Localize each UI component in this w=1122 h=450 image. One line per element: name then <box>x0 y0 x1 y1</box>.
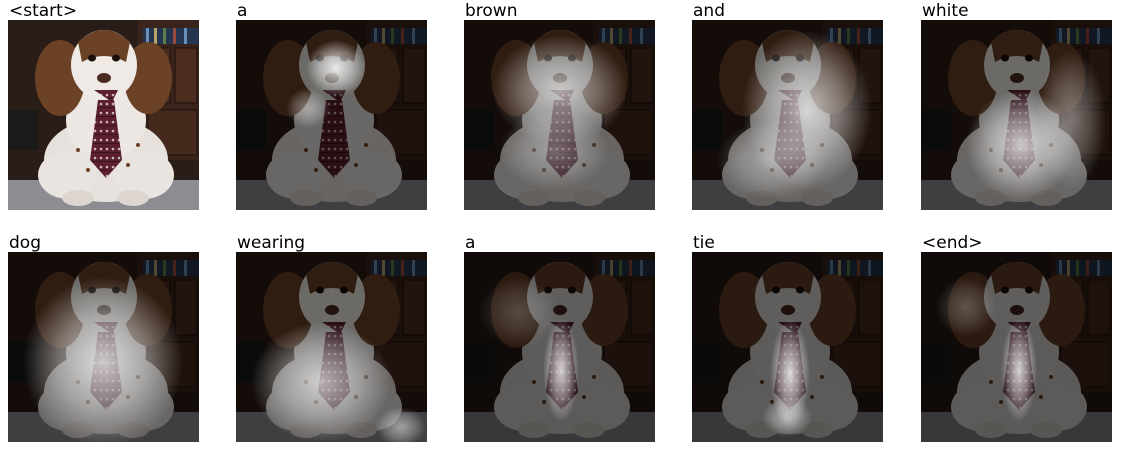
word-label: tie <box>692 232 721 254</box>
word-label: dog <box>8 232 47 254</box>
attention-panel: wearing <box>236 232 427 442</box>
attention-panel: white <box>921 0 1112 210</box>
attention-panel: tie <box>692 232 883 442</box>
attention-panel: dog <box>8 232 199 442</box>
attention-panel: <start> <box>8 0 199 210</box>
attention-glow <box>306 40 366 96</box>
attention-glow <box>1001 318 1037 422</box>
attention-glow <box>479 277 559 347</box>
attention-panel: <end> <box>921 232 1112 442</box>
dog-photo-attention <box>921 252 1112 442</box>
attention-panel: a <box>236 0 427 210</box>
attention-glow <box>286 88 330 128</box>
attention-glow <box>543 318 579 422</box>
attention-panel: and <box>692 0 883 210</box>
word-label: wearing <box>236 232 312 254</box>
word-label: and <box>692 0 731 22</box>
dog-photo-attention <box>692 20 883 210</box>
attention-glow <box>936 277 996 337</box>
word-label: white <box>921 0 975 22</box>
attention-glow <box>499 110 609 190</box>
attention-glow <box>1036 50 1106 190</box>
dog-photo-attention <box>8 252 199 442</box>
attention-panel: brown <box>464 0 655 210</box>
attention-glow <box>251 322 391 442</box>
dog-photo-attention <box>464 20 655 210</box>
dog-photo-attention <box>692 252 883 442</box>
dog-photo-attention <box>464 252 655 442</box>
dog-photo-attention <box>921 20 1112 210</box>
dog-photo-attention <box>236 252 427 442</box>
attention-panel: a <box>464 232 655 442</box>
word-label: <end> <box>921 232 989 254</box>
dog-photo <box>8 20 199 210</box>
word-label: brown <box>464 0 524 22</box>
word-label: <start> <box>8 0 84 22</box>
word-label: a <box>236 0 254 22</box>
attention-glow <box>717 120 827 200</box>
attention-glow <box>23 277 183 442</box>
attention-glow <box>376 407 426 442</box>
word-label: a <box>464 232 482 254</box>
attention-glow <box>762 397 812 437</box>
dog-photo-attention <box>236 20 427 210</box>
